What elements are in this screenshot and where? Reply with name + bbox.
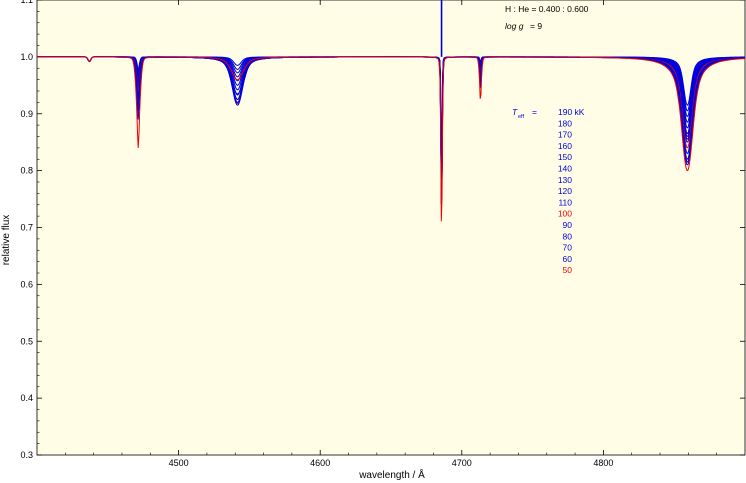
y-tick-label: 0.7	[20, 223, 33, 233]
teff-subscript: eff	[518, 114, 524, 120]
legend-entry: 190 kK	[558, 107, 585, 117]
legend-entry: 60	[563, 254, 573, 264]
y-tick-label: 0.3	[20, 450, 33, 460]
y-tick-label: 0.9	[20, 109, 33, 119]
legend-entry: 180	[558, 118, 572, 128]
composition-label: H : He = 0.400 : 0.600	[505, 4, 589, 14]
gravity-label: log g	[505, 21, 524, 31]
legend-entry: 150	[558, 152, 572, 162]
y-axis-label: relative flux	[1, 215, 12, 266]
legend-entry: 90	[563, 220, 573, 230]
y-tick-label: 0.8	[20, 166, 33, 176]
spectrum-line-50	[37, 56, 746, 222]
x-tick-label: 4800	[593, 458, 613, 468]
legend-entry: 70	[563, 243, 573, 253]
x-tick-label: 4600	[310, 458, 330, 468]
plot-background	[36, 0, 746, 456]
legend-entry: 120	[558, 186, 572, 196]
legend-entry: 160	[558, 141, 572, 151]
axis-ticks: 4500 4600 4700 4800 0.3 0.4 0.5 0.6 0.7 0.8 0.9 1.0…	[20, 0, 745, 468]
legend-entry: 110	[558, 197, 572, 207]
legend-entry: 170	[558, 130, 572, 140]
x-tick-label: 4500	[169, 458, 189, 468]
x-axis-label: wavelength / Å	[358, 468, 425, 481]
teff-label: T	[512, 107, 518, 117]
y-tick-label: 0.6	[20, 279, 33, 289]
y-tick-label: 1.1	[20, 0, 33, 5]
legend-entry: 80	[563, 231, 573, 241]
y-tick-label: 0.4	[20, 393, 33, 403]
legend-entry: 130	[558, 175, 572, 185]
legend-entry: 100	[558, 209, 572, 219]
y-tick-label: 1.0	[20, 52, 33, 62]
gravity-value: = 9	[530, 21, 542, 31]
x-tick-label: 4700	[452, 458, 472, 468]
annotations: H : He = 0.400 : 0.600 log g = 9 T eff =	[505, 4, 589, 120]
y-tick-label: 0.5	[20, 336, 33, 346]
legend-entry: 140	[558, 164, 572, 174]
spectrum-lines	[37, 0, 746, 222]
legend-entry: 50	[563, 265, 573, 275]
teff-equals: =	[532, 107, 537, 117]
